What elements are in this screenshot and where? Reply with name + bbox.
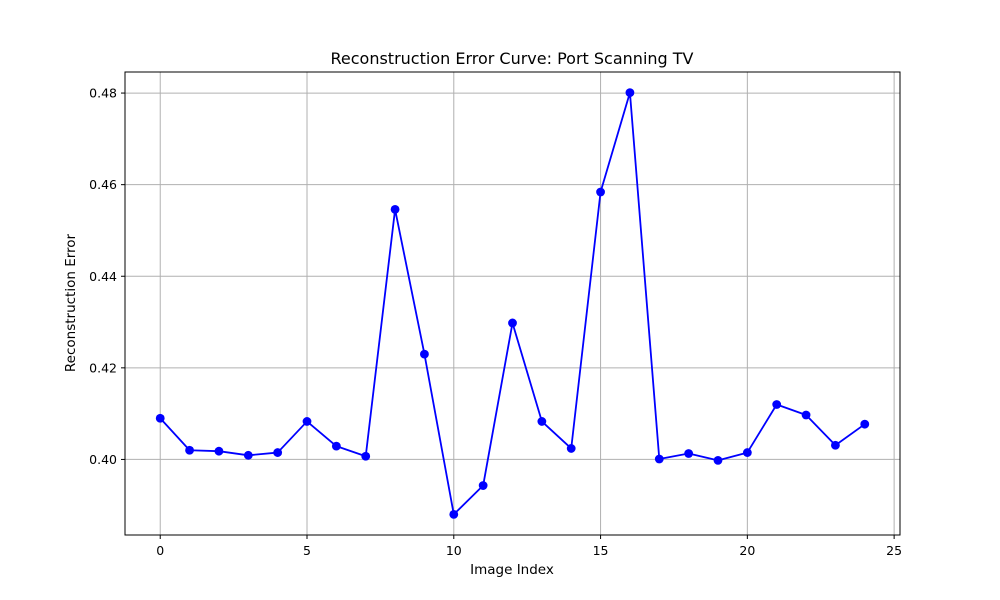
data-point-14 xyxy=(566,444,576,453)
chart-title: Reconstruction Error Curve: Port Scannin… xyxy=(331,49,694,68)
plot-background xyxy=(125,72,900,535)
x-tick-label-2: 10 xyxy=(446,543,462,558)
data-point-12 xyxy=(508,318,517,328)
y-tick-label-4: 0.48 xyxy=(89,86,117,101)
x-axis-title: Image Index xyxy=(470,562,554,578)
data-point-21 xyxy=(772,400,782,409)
data-point-11 xyxy=(478,481,488,490)
y-tick-label-1: 0.42 xyxy=(89,360,117,375)
data-point-19 xyxy=(713,455,723,465)
y-tick-label-2: 0.44 xyxy=(89,269,117,284)
plot-frame xyxy=(124,71,901,536)
series-points-layer xyxy=(155,88,870,519)
x-tick-label-4: 20 xyxy=(739,543,755,558)
data-point-17 xyxy=(654,454,664,464)
data-point-20 xyxy=(742,448,752,457)
data-point-23 xyxy=(831,440,840,450)
data-point-0 xyxy=(155,413,165,423)
plot-area xyxy=(124,71,901,536)
data-point-10 xyxy=(449,509,459,519)
x-tick-label-0: 0 xyxy=(156,543,164,558)
x-axis: 0 5 10 15 20 25 xyxy=(156,535,902,558)
grid-lines xyxy=(125,72,900,535)
data-point-15 xyxy=(596,187,605,197)
data-point-18 xyxy=(684,449,694,458)
x-tick-label-3: 15 xyxy=(593,543,609,558)
y-axis: 0.40 0.42 0.44 0.46 0.48 xyxy=(89,86,125,467)
data-point-6 xyxy=(331,441,341,451)
data-point-3 xyxy=(243,450,253,460)
y-tick-label-3: 0.46 xyxy=(89,177,117,192)
data-point-9 xyxy=(420,349,429,359)
data-point-16 xyxy=(625,88,635,98)
x-tick-label-1: 5 xyxy=(303,543,311,558)
data-point-13 xyxy=(537,417,547,426)
data-point-5 xyxy=(302,417,312,426)
x-tick-label-5: 25 xyxy=(886,543,902,558)
data-point-4 xyxy=(273,448,283,457)
data-point-24 xyxy=(860,419,870,429)
data-point-8 xyxy=(390,204,400,214)
data-point-7 xyxy=(361,451,371,461)
data-point-2 xyxy=(214,446,224,456)
data-point-1 xyxy=(185,445,194,455)
y-tick-label-0: 0.40 xyxy=(89,452,117,467)
data-point-22 xyxy=(801,410,811,420)
y-axis-title: Reconstruction Error xyxy=(63,233,79,372)
